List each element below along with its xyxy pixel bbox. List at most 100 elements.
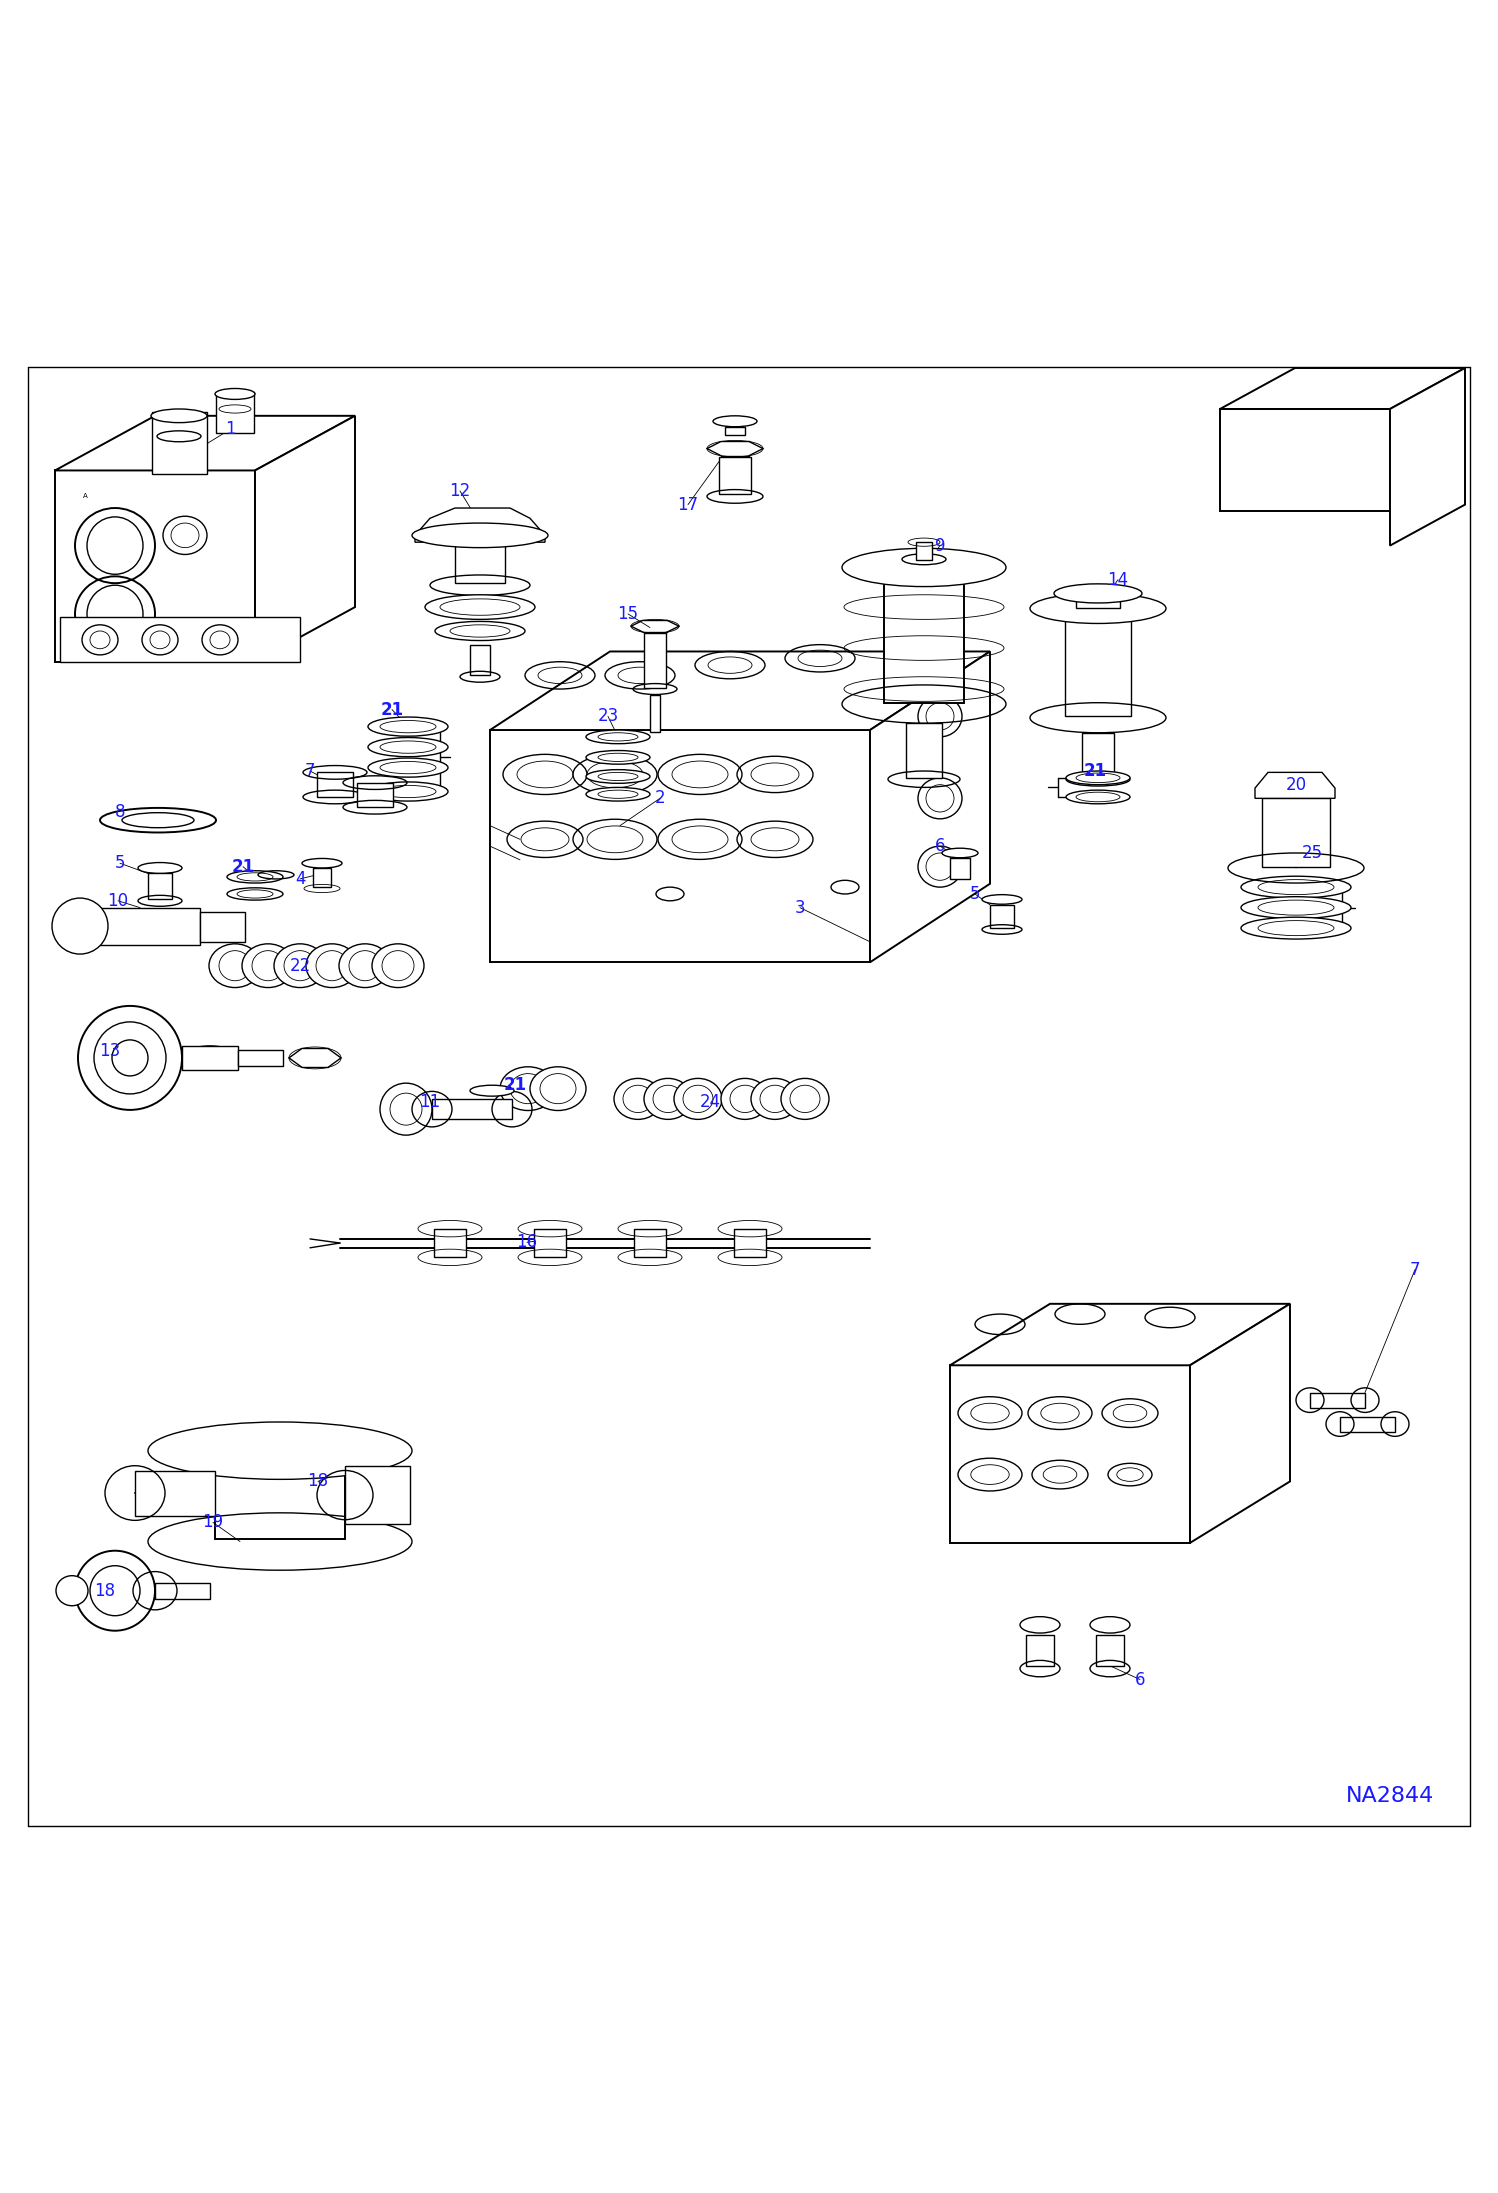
Ellipse shape [274, 943, 327, 987]
Bar [455, 542, 505, 583]
Text: 5: 5 [969, 886, 980, 904]
Text: 21: 21 [1083, 761, 1107, 781]
Bar [216, 1452, 345, 1539]
Ellipse shape [228, 888, 283, 899]
Ellipse shape [1240, 877, 1351, 899]
Ellipse shape [586, 730, 650, 743]
Polygon shape [1219, 368, 1465, 408]
Polygon shape [490, 651, 990, 730]
Ellipse shape [586, 770, 650, 783]
Ellipse shape [500, 1066, 556, 1110]
Bar [725, 428, 745, 434]
Bar [1076, 594, 1121, 607]
Ellipse shape [586, 750, 650, 763]
Text: 17: 17 [677, 496, 698, 513]
Ellipse shape [369, 759, 448, 776]
Ellipse shape [721, 1079, 768, 1118]
Ellipse shape [306, 943, 358, 987]
Circle shape [94, 1022, 166, 1094]
Ellipse shape [1020, 1616, 1061, 1634]
Text: 8: 8 [115, 803, 126, 820]
Bar [1341, 1417, 1395, 1432]
Bar [238, 1050, 283, 1066]
Bar [154, 1583, 210, 1599]
Bar [915, 542, 932, 559]
Bar [533, 1228, 566, 1257]
Bar [719, 456, 750, 493]
Bar [318, 772, 354, 796]
Circle shape [75, 1550, 154, 1632]
Text: 18: 18 [94, 1581, 115, 1599]
Ellipse shape [369, 717, 448, 737]
Text: 18: 18 [307, 1472, 328, 1491]
Text: 15: 15 [617, 605, 638, 623]
Ellipse shape [1240, 917, 1351, 939]
Ellipse shape [1091, 1616, 1129, 1634]
Text: 23: 23 [598, 708, 619, 726]
Text: 21: 21 [231, 857, 255, 875]
Ellipse shape [530, 1066, 586, 1110]
Bar [1097, 1636, 1124, 1667]
Ellipse shape [55, 1577, 88, 1605]
Ellipse shape [216, 388, 255, 399]
Ellipse shape [372, 943, 424, 987]
Text: 7: 7 [304, 761, 315, 781]
Bar [216, 393, 255, 432]
Bar [470, 645, 490, 675]
Polygon shape [55, 471, 255, 662]
Ellipse shape [1240, 897, 1351, 919]
Ellipse shape [1031, 594, 1165, 623]
Ellipse shape [303, 857, 342, 868]
Ellipse shape [983, 895, 1022, 904]
Bar [1026, 1636, 1055, 1667]
Ellipse shape [210, 943, 261, 987]
Bar [950, 857, 971, 879]
Text: 2: 2 [655, 789, 665, 807]
Text: 16: 16 [517, 1232, 538, 1252]
Ellipse shape [1055, 583, 1141, 603]
Ellipse shape [750, 1079, 798, 1118]
Text: 1: 1 [225, 421, 235, 439]
Ellipse shape [644, 1079, 692, 1118]
Polygon shape [1390, 368, 1465, 546]
Text: 5: 5 [115, 855, 126, 873]
Text: 10: 10 [108, 893, 129, 910]
Circle shape [380, 1083, 431, 1136]
Text: NA2844: NA2844 [1345, 1785, 1434, 1805]
Bar [634, 1228, 667, 1257]
Polygon shape [255, 417, 355, 662]
Polygon shape [415, 509, 545, 542]
Bar [1082, 732, 1115, 776]
Circle shape [112, 1039, 148, 1077]
Bar [1261, 798, 1330, 866]
Ellipse shape [942, 849, 978, 857]
Text: 7: 7 [1410, 1261, 1420, 1279]
Text: 19: 19 [202, 1513, 223, 1531]
Polygon shape [950, 1366, 1189, 1544]
Text: 11: 11 [419, 1094, 440, 1112]
Polygon shape [1189, 1305, 1290, 1544]
Bar [79, 908, 201, 945]
Text: 13: 13 [99, 1042, 121, 1059]
Text: 3: 3 [794, 899, 806, 917]
Text: 12: 12 [449, 482, 470, 500]
Ellipse shape [425, 594, 535, 618]
Ellipse shape [412, 524, 548, 548]
Bar [357, 783, 392, 807]
Bar [884, 566, 965, 702]
Polygon shape [55, 417, 355, 471]
Bar [1065, 607, 1131, 717]
Text: A: A [82, 493, 87, 500]
Ellipse shape [902, 555, 947, 566]
Ellipse shape [1067, 789, 1129, 805]
Ellipse shape [674, 1079, 722, 1118]
Bar [434, 1228, 466, 1257]
Text: 24: 24 [700, 1094, 721, 1112]
Polygon shape [490, 730, 870, 963]
Bar [313, 868, 331, 888]
Bar [650, 695, 661, 732]
Bar [151, 412, 207, 474]
Ellipse shape [842, 548, 1007, 586]
Bar [1309, 1393, 1365, 1408]
Text: 25: 25 [1302, 844, 1323, 862]
